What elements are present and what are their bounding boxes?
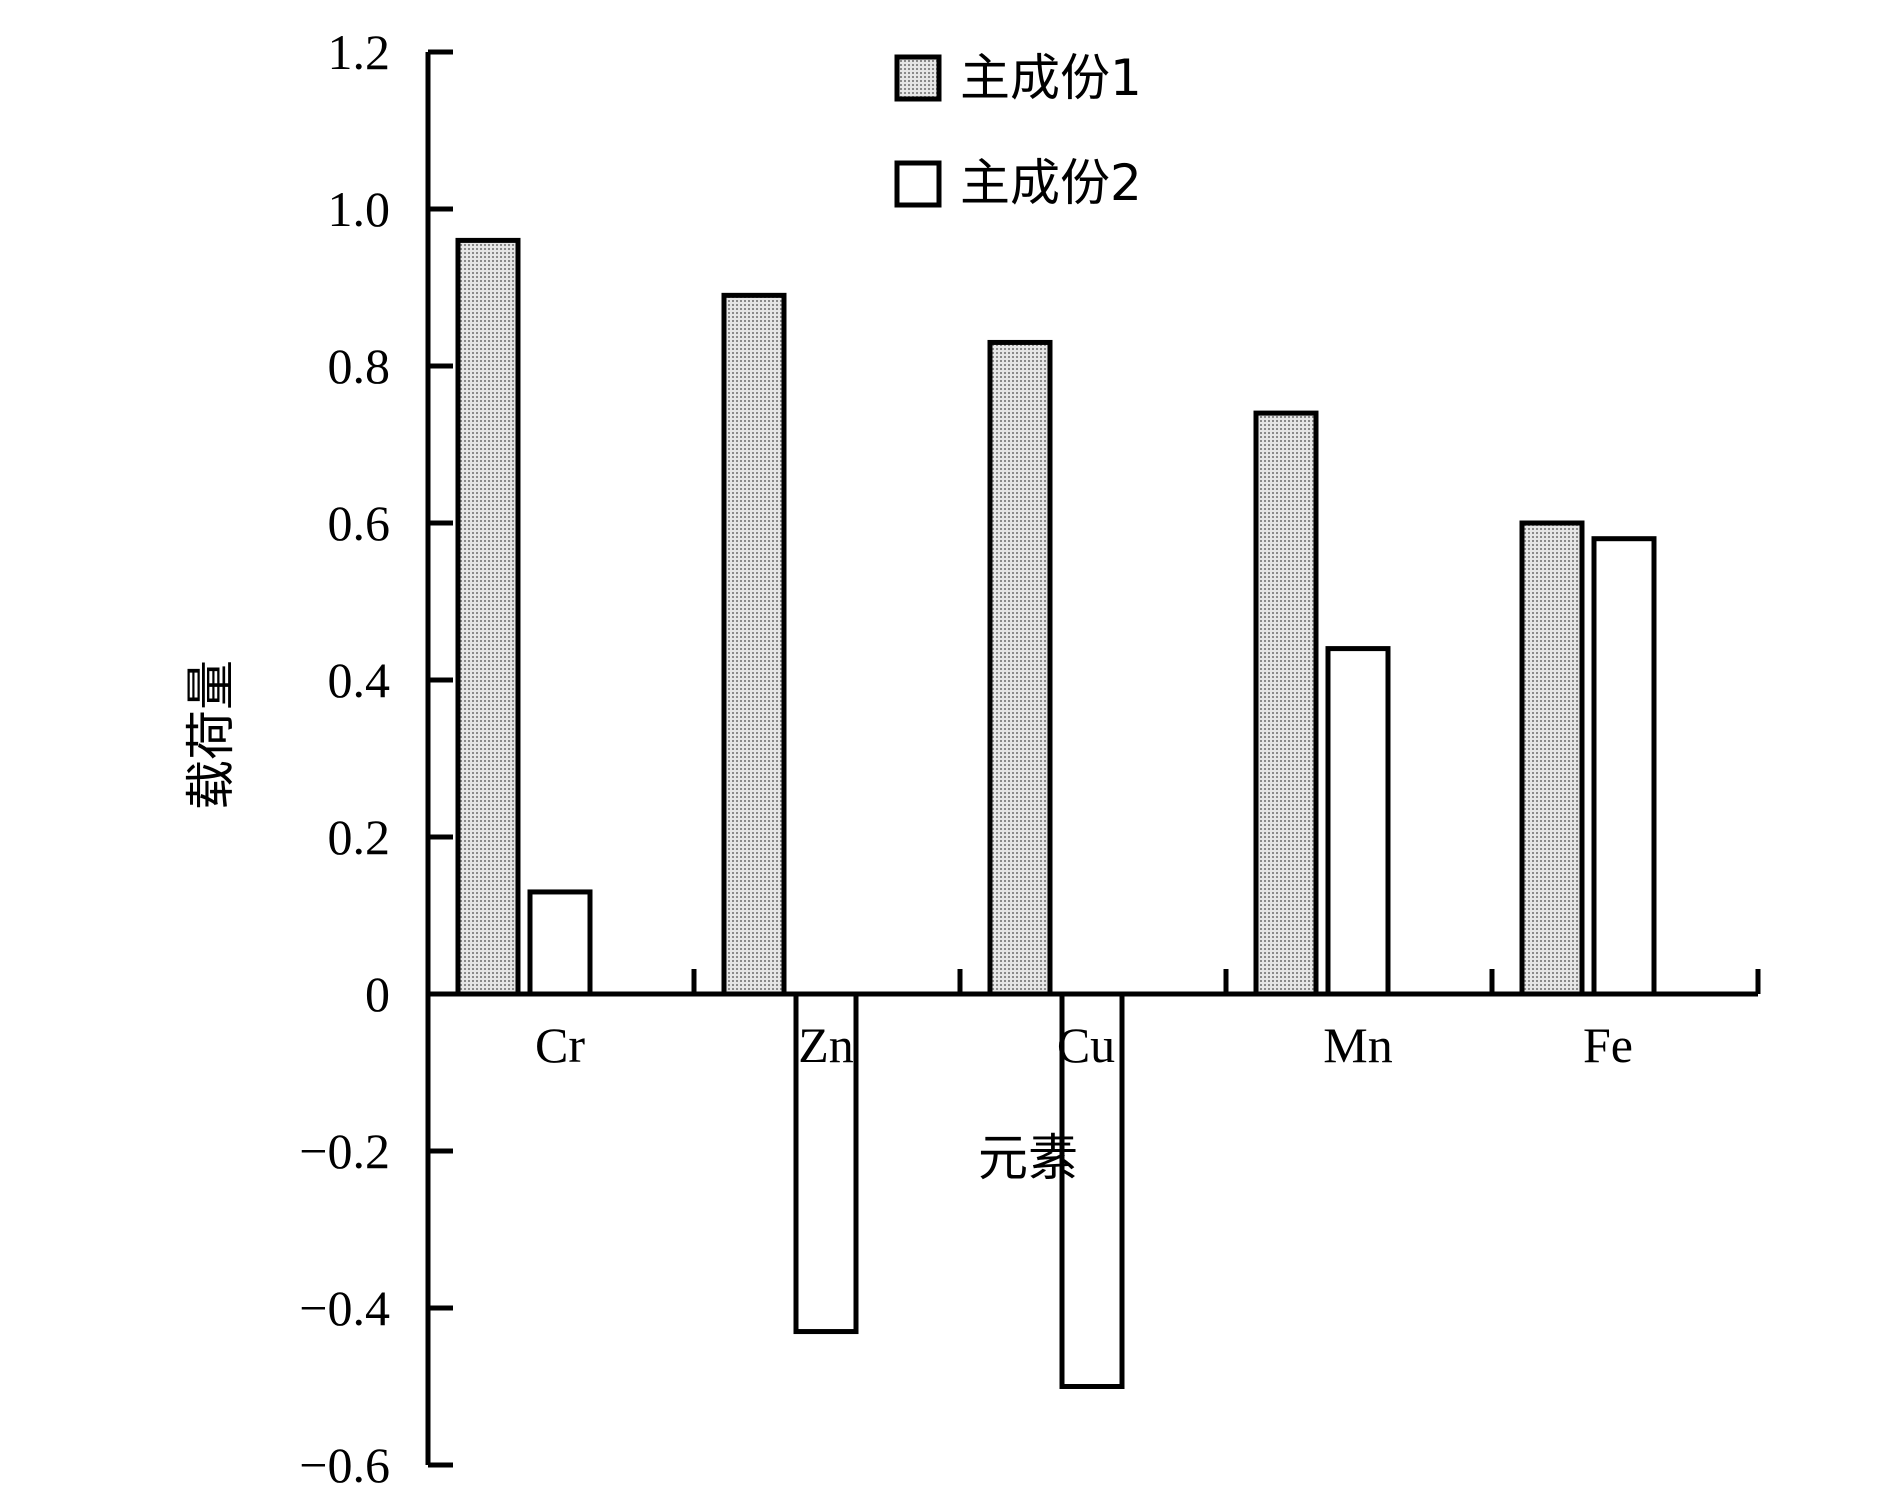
legend: 主成份1 主成份2: [894, 49, 1142, 212]
y-tick-label: 0: [365, 966, 390, 1022]
bar-mn-series-2: [1325, 646, 1391, 997]
y-tick-label: −0.6: [299, 1437, 390, 1493]
y-tick-label: 0.8: [328, 338, 391, 394]
legend-swatch-series-1: [894, 54, 942, 102]
bars-group: [455, 237, 1657, 1389]
x-tick-label-fe: Fe: [1583, 1017, 1633, 1073]
y-tick-label: 1.2: [328, 24, 391, 80]
bar-mn-series-1: [1253, 410, 1319, 997]
bar-cr-series-1: [455, 237, 521, 997]
x-tick-label-cu: Cu: [1057, 1017, 1115, 1073]
x-axis-title: 元素: [978, 1129, 1078, 1187]
x-tick-label-cr: Cr: [535, 1017, 585, 1073]
y-tick-label: −0.4: [299, 1280, 390, 1336]
bar-zn-series-1: [721, 292, 787, 997]
legend-label-series-1: 主成份1: [960, 49, 1142, 107]
bar-fe-series-1: [1519, 520, 1585, 997]
bar-cr-series-2: [527, 889, 593, 997]
y-axis-title: 载荷量: [182, 660, 240, 810]
x-tick-label-zn: Zn: [798, 1017, 854, 1073]
bar-fe-series-2: [1591, 536, 1657, 997]
y-tick-label: 1.0: [328, 181, 391, 237]
legend-label-series-2: 主成份2: [960, 154, 1142, 212]
legend-swatch-series-2: [894, 160, 942, 208]
labels-group: 1.2 1.0 0.8 0.6 0.4 0.2 0 −0.2 −0.4 −0.6 Cr Zn Cu Mn F…: [299, 24, 1633, 1493]
bar-cu-series-1: [987, 339, 1053, 997]
y-tick-label: 0.4: [328, 652, 391, 708]
axes-group: [425, 49, 1761, 1468]
bar-cu-series-2: [1059, 991, 1125, 1389]
y-tick-label: −0.2: [299, 1123, 390, 1179]
x-tick-label-mn: Mn: [1323, 1017, 1392, 1073]
bar-zn-series-2: [793, 991, 859, 1335]
y-tick-label: 0.2: [328, 809, 391, 865]
y-tick-label: 0.6: [328, 495, 391, 551]
